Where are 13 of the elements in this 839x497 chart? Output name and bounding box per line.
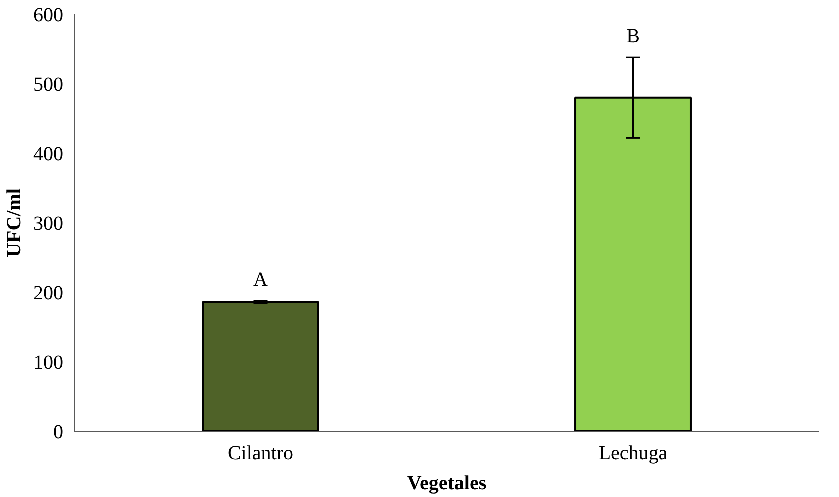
y-tick-label: 400 [34, 144, 64, 166]
y-tick-label: 600 [34, 4, 64, 26]
x-axis-title: Vegetales [407, 472, 487, 494]
y-axis-title: UFC/ml [4, 188, 26, 258]
x-tick-label: Lechuga [598, 442, 668, 464]
y-tick-label: 300 [34, 213, 64, 235]
x-tick-label: Cilantro [228, 442, 294, 464]
annotation: A [254, 268, 269, 291]
y-tick-label: 500 [34, 74, 64, 96]
y-tick-label: 100 [34, 352, 64, 374]
y-tick-label: 0 [54, 422, 64, 444]
annotation: B [626, 26, 640, 48]
y-tick-label: 200 [34, 282, 64, 304]
